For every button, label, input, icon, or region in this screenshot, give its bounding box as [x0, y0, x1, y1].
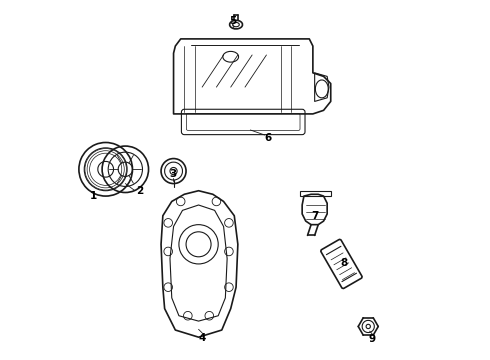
- Text: 8: 8: [341, 258, 348, 268]
- Text: 7: 7: [311, 211, 318, 221]
- Text: 4: 4: [198, 333, 206, 343]
- Text: 6: 6: [265, 133, 272, 143]
- Text: 3: 3: [169, 168, 176, 179]
- Text: 1: 1: [90, 191, 97, 201]
- Text: 2: 2: [136, 186, 143, 196]
- Text: 5: 5: [229, 16, 236, 26]
- Text: 9: 9: [369, 334, 376, 344]
